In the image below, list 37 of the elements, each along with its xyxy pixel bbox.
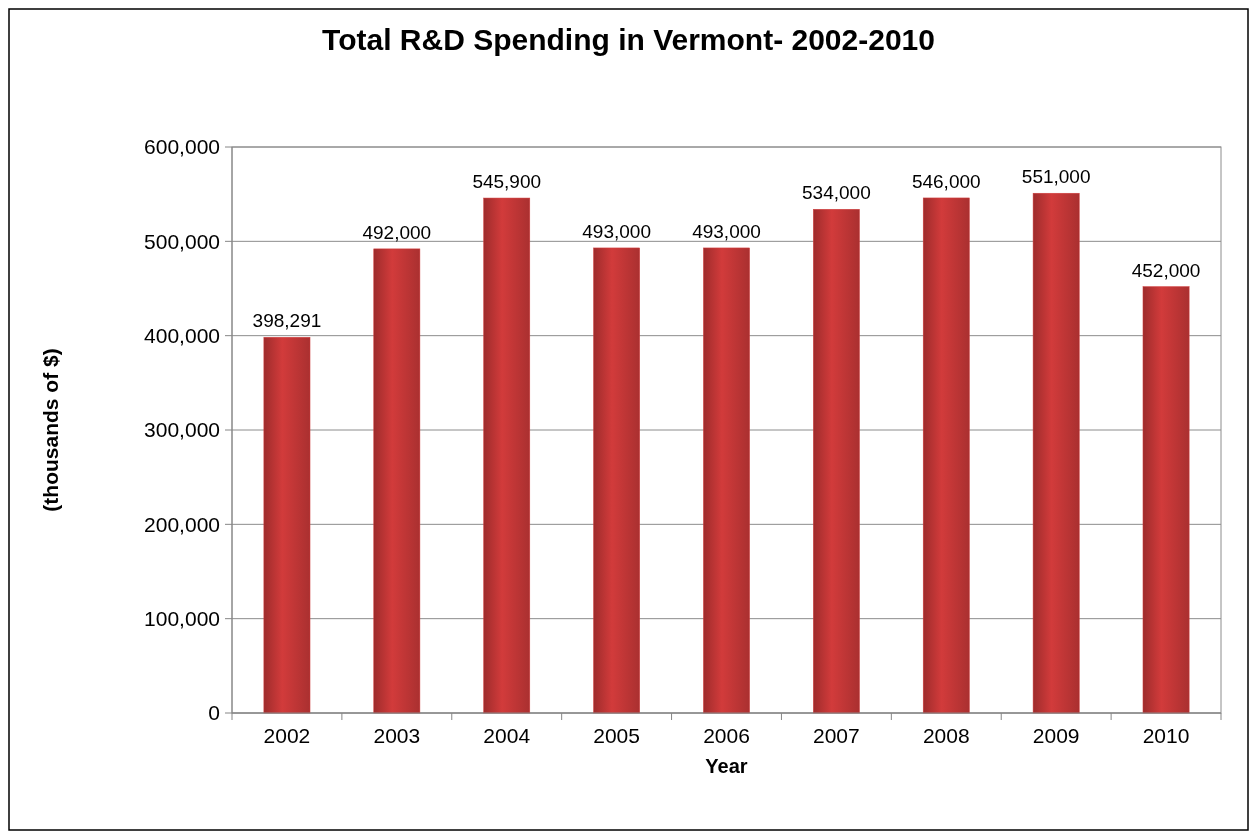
y-tick-label: 500,000 [144, 229, 220, 253]
bar [483, 197, 531, 714]
y-tick-label: 600,000 [144, 135, 220, 159]
bar [593, 247, 640, 714]
bar [703, 247, 750, 714]
bar [373, 248, 421, 714]
x-tick-label: 2009 [1032, 724, 1080, 747]
x-tick-label: 2008 [922, 724, 970, 747]
bar [1142, 286, 1190, 714]
x-tick-label: 2004 [483, 724, 531, 747]
x-tick-label: 2003 [373, 724, 421, 747]
bar [1032, 192, 1080, 714]
data-label: 492,000 [362, 221, 432, 243]
bar [922, 197, 970, 714]
x-tick-label: 2005 [593, 724, 640, 747]
x-axis-title: Year [705, 755, 748, 777]
data-label: 493,000 [692, 220, 761, 242]
y-tick-label: 400,000 [144, 324, 220, 348]
data-label: 534,000 [802, 182, 871, 204]
chart-title: Total R&D Spending in Vermont- 2002-2010 [322, 23, 935, 56]
x-tick-label: 2007 [813, 724, 860, 747]
y-tick-label: 300,000 [144, 418, 220, 442]
y-tick-label: 200,000 [144, 512, 220, 536]
data-label: 452,000 [1131, 259, 1201, 281]
bar [263, 337, 311, 714]
x-tick-label: 2010 [1142, 724, 1190, 747]
data-label: 493,000 [582, 220, 651, 242]
bar [813, 209, 860, 714]
data-label: 398,291 [252, 310, 322, 332]
y-tick-label: 0 [208, 701, 220, 725]
x-tick-label: 2002 [263, 724, 311, 747]
data-label: 545,900 [472, 171, 542, 193]
y-tick-label: 100,000 [144, 607, 220, 631]
x-tick-label: 2006 [703, 724, 750, 747]
data-label: 551,000 [1021, 166, 1091, 188]
data-label: 546,000 [911, 170, 981, 192]
y-axis-title: (thousands of $) [39, 348, 62, 512]
